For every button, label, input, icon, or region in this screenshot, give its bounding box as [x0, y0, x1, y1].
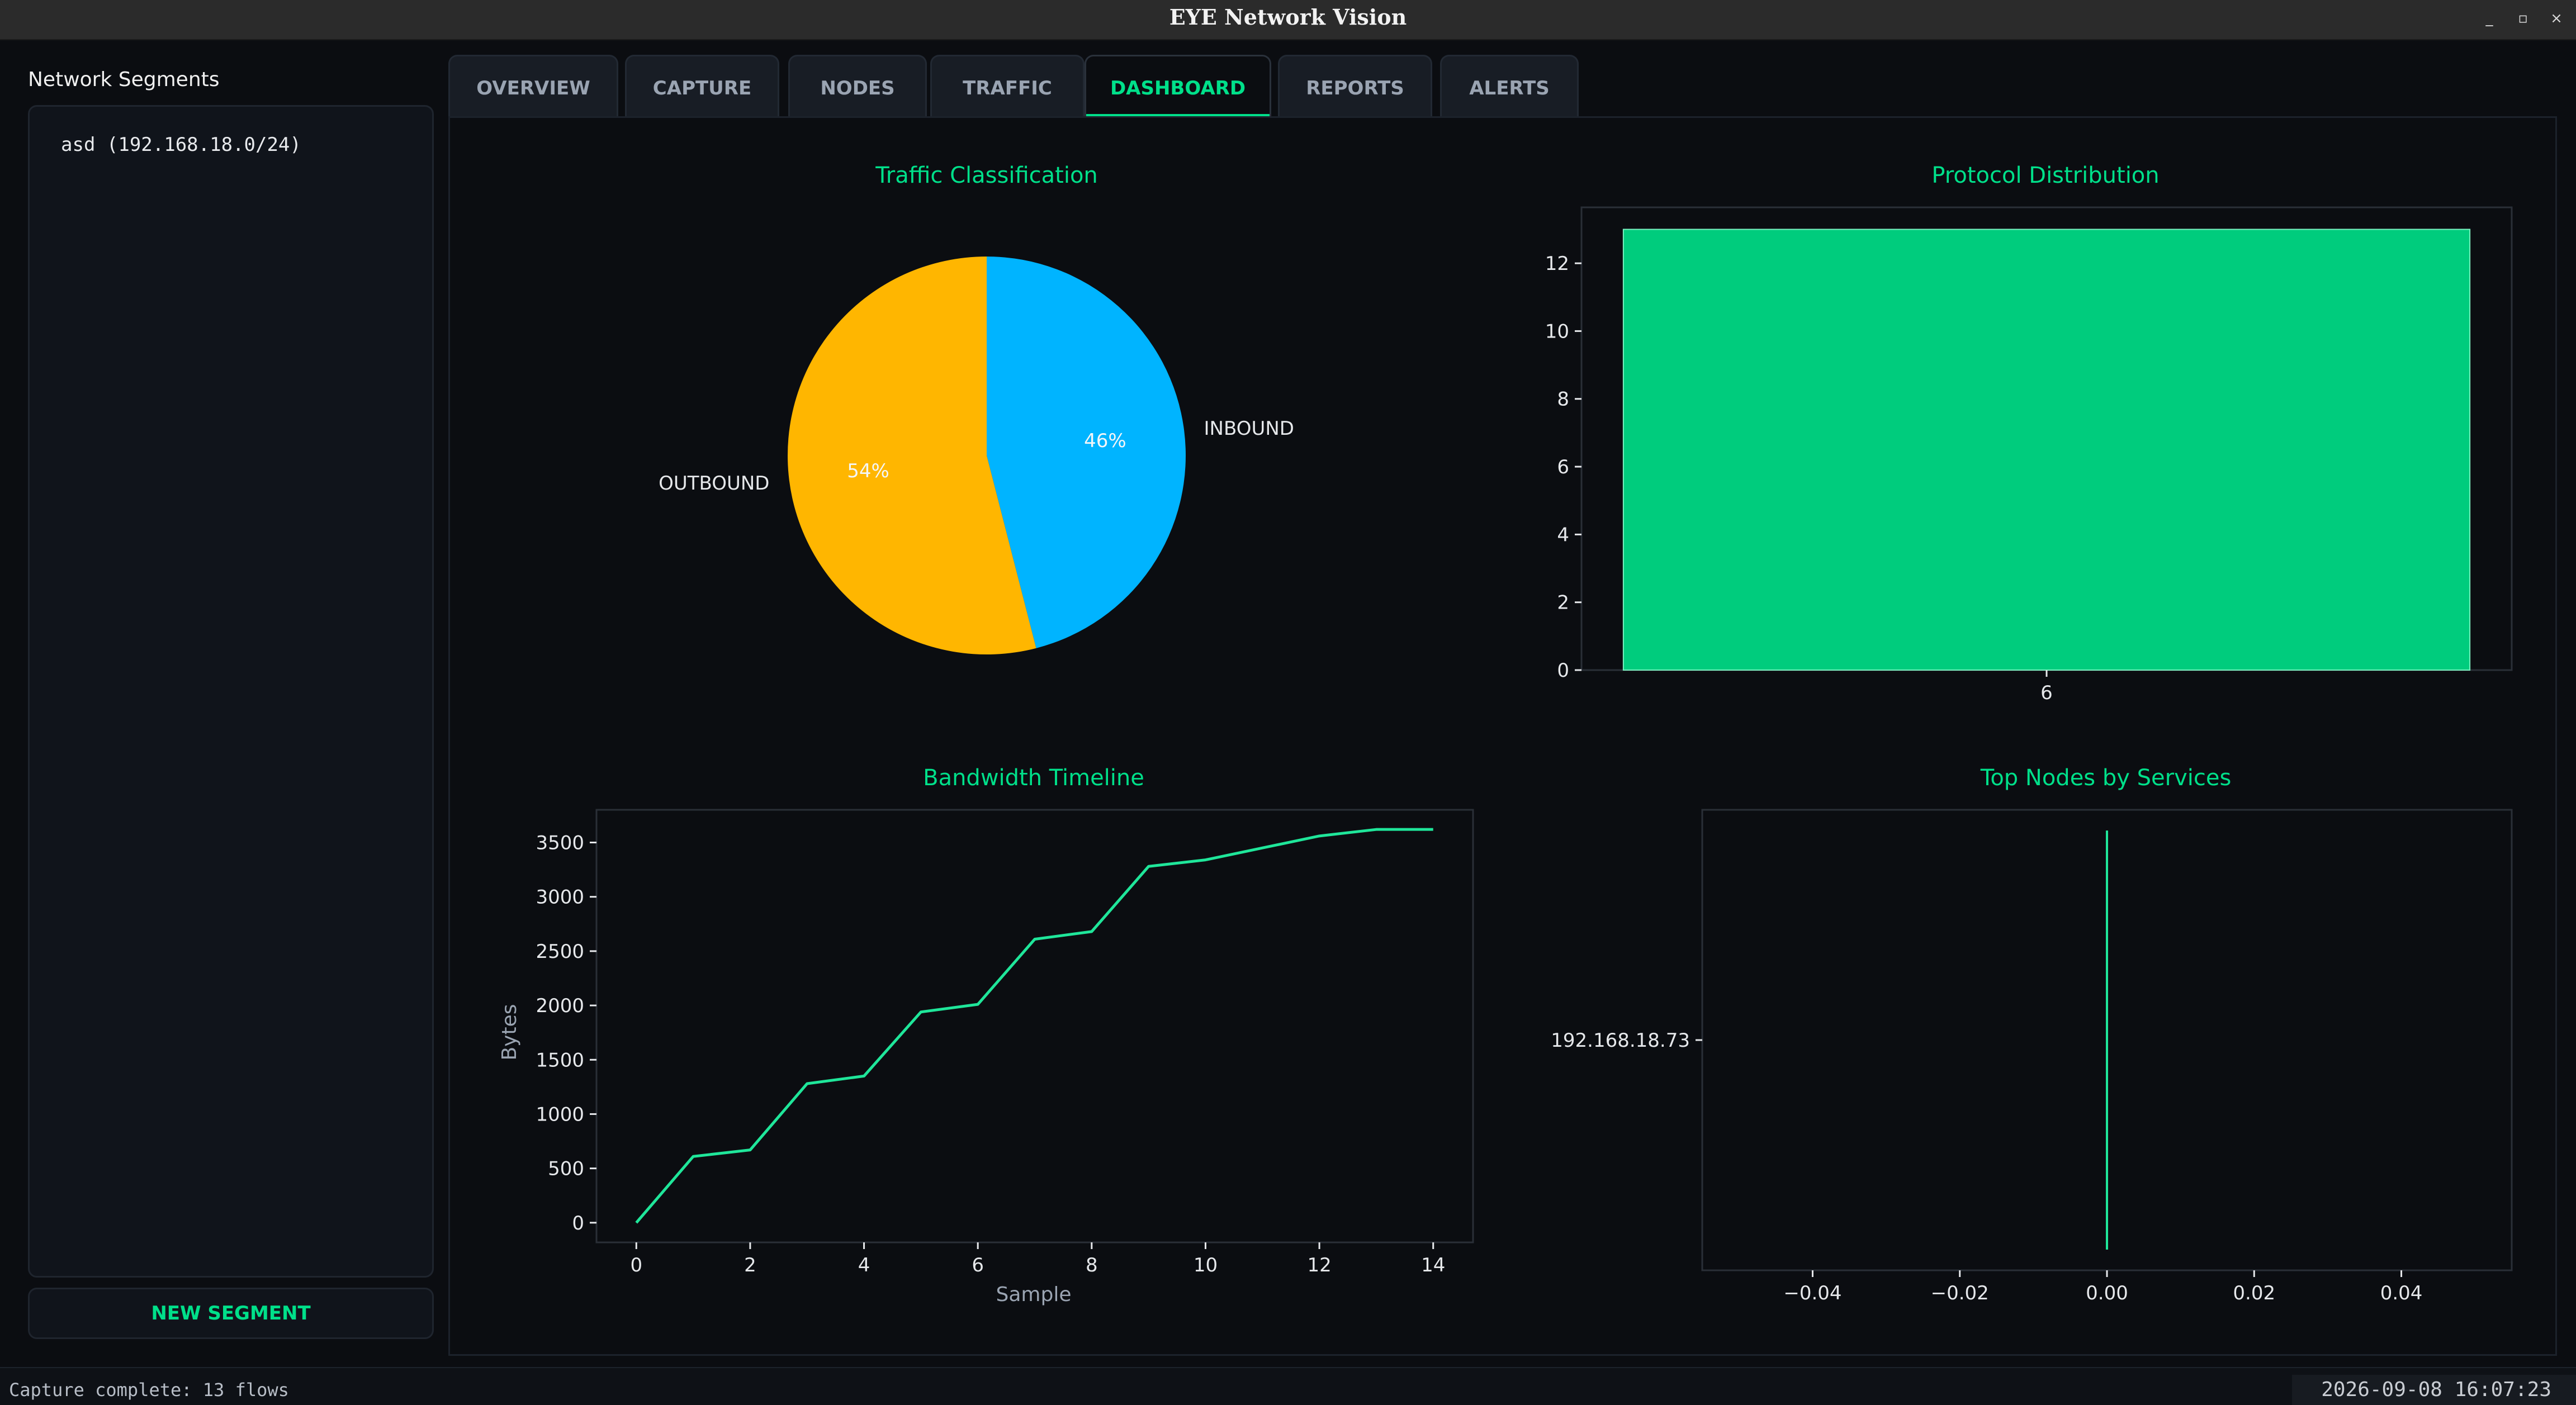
tab-reports[interactable]: REPORTS [1278, 55, 1432, 117]
y-tick-label: 2000 [536, 995, 584, 1017]
maximize-icon[interactable]: ▫ [2518, 10, 2528, 27]
x-tick-label: −0.04 [1783, 1282, 1841, 1304]
x-tick-label: 8 [1086, 1254, 1098, 1276]
y-tick-label: 4 [1557, 524, 1569, 546]
x-tick-label: 0.04 [2380, 1282, 2423, 1304]
x-tick-label: 6 [2040, 682, 2053, 704]
x-tick-label: 10 [1194, 1254, 1218, 1276]
slice-category-label: INBOUND [1204, 417, 1294, 440]
x-tick-label: 0.02 [2233, 1282, 2275, 1304]
status-message: Capture complete: 13 flows [9, 1379, 289, 1401]
close-icon[interactable]: × [2550, 10, 2563, 27]
window-title: EYE Network Vision [1169, 4, 1407, 30]
tab-dashboard-label: DASHBOARD [1110, 77, 1246, 99]
chart-title: Protocol Distribution [1931, 163, 2159, 188]
protocol-distribution-chart: Protocol Distribution 0 2 4 6 8 10 12 6 [1545, 163, 2513, 704]
window-titlebar: EYE Network Vision _ ▫ × [0, 0, 2576, 40]
bandwidth-timeline-chart: Bandwidth Timeline Sample Bytes 0 500 1000… [498, 765, 1474, 1306]
x-tick-label: 2 [744, 1254, 756, 1276]
tab-capture[interactable]: CAPTURE [625, 55, 779, 117]
y-tick-label: 1000 [536, 1103, 584, 1126]
y-tick-label: 0 [1557, 659, 1569, 682]
chart-title: Top Nodes by Services [1980, 765, 2232, 791]
y-tick-label: 10 [1545, 320, 1569, 343]
bar [1622, 229, 2471, 671]
status-bar: Capture complete: 13 flows 2026-09-08 16… [0, 1367, 2576, 1405]
pie-slice [987, 257, 1186, 648]
chart-title: Traffic Classification [875, 163, 1098, 188]
x-tick-label: 14 [1421, 1254, 1445, 1276]
segment-list: asd (192.168.18.0/24) [28, 105, 434, 1278]
dashboard-panel: Traffic Classification 46% INBOUND 54% OUTB… [448, 116, 2557, 1356]
y-tick-label: 500 [548, 1158, 584, 1180]
y-tick-label: 3500 [536, 832, 584, 855]
y-tick-label: 1500 [536, 1049, 584, 1071]
tab-dashboard[interactable]: DASHBOARD [1085, 55, 1271, 117]
x-tick-label: 0 [630, 1254, 642, 1276]
slice-category-label: OUTBOUND [659, 472, 769, 495]
x-tick-label: 12 [1307, 1254, 1331, 1276]
clock-box [2292, 1375, 2576, 1405]
y-tick-label: 12 [1545, 253, 1569, 275]
active-tab-indicator [1086, 114, 1270, 117]
tab-overview[interactable]: OVERVIEW [448, 55, 618, 117]
top-nodes-chart: Top Nodes by Services −0.04 −0.02 0.00 0.02… [1551, 765, 2513, 1304]
dashboard-charts: Traffic Classification 46% INBOUND 54% OUTB… [498, 163, 2513, 1306]
x-axis-label: Sample [996, 1283, 1072, 1306]
tab-nodes[interactable]: NODES [788, 55, 927, 117]
bar [2106, 830, 2108, 1250]
y-tick-label: 0 [572, 1212, 584, 1235]
sidebar-heading: Network Segments [28, 68, 220, 91]
segment-item[interactable]: asd (192.168.18.0/24) [61, 134, 301, 156]
plot-frame [595, 809, 1474, 1243]
x-tick-label: 6 [972, 1254, 984, 1276]
y-tick-label: 2500 [536, 941, 584, 963]
minimize-icon[interactable]: _ [2485, 10, 2493, 27]
slice-percent-label: 46% [1084, 430, 1126, 452]
y-tick-label: 3000 [536, 886, 584, 909]
y-tick-label: 192.168.18.73 [1551, 1029, 1690, 1052]
pie-slice [787, 257, 1036, 654]
new-segment-button[interactable]: NEW SEGMENT [28, 1288, 434, 1339]
y-tick-label: 6 [1557, 456, 1569, 478]
y-axis-label: Bytes [498, 1004, 521, 1060]
y-tick-label: 2 [1557, 592, 1569, 614]
slice-percent-label: 54% [847, 460, 889, 482]
tab-alerts[interactable]: ALERTS [1440, 55, 1579, 117]
series-line [635, 828, 1433, 1224]
chart-title: Bandwidth Timeline [923, 765, 1144, 791]
y-tick-label: 8 [1557, 388, 1569, 411]
x-tick-label: 0.00 [2086, 1282, 2128, 1304]
x-tick-label: −0.02 [1931, 1282, 1989, 1304]
traffic-classification-chart: Traffic Classification 46% INBOUND 54% OUTB… [659, 163, 1294, 654]
tab-traffic[interactable]: TRAFFIC [930, 55, 1085, 117]
x-tick-label: 4 [858, 1254, 870, 1276]
status-clock: 2026-09-08 16:07:23 [2321, 1378, 2551, 1401]
